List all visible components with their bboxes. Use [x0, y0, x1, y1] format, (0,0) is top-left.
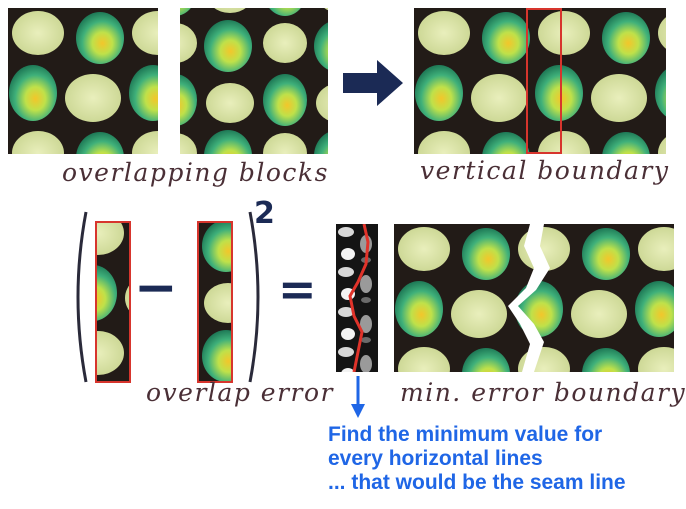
note-line-1: Find the minimum value for: [328, 423, 603, 446]
min-error-boundary-texture: [394, 224, 674, 372]
vertical-boundary-texture: [414, 8, 666, 154]
minus-sign: −: [134, 258, 178, 318]
texture-block-right: [180, 8, 328, 154]
down-arrow-icon: [348, 376, 368, 420]
texture-block-left: [8, 8, 158, 154]
exponent-two: 2: [254, 196, 275, 231]
equals-sign: =: [278, 262, 317, 316]
min-error-boundary-label: min. error boundary: [400, 378, 686, 407]
right-arrow-icon: [343, 60, 405, 106]
vertical-boundary-label: vertical boundary: [420, 156, 670, 185]
note-line-3: ... that would be the seam line: [328, 471, 626, 494]
seam-note: Find the minimum value for every horizon…: [328, 423, 626, 495]
overlap-error-equation: [68, 208, 268, 386]
error-surface-image: [336, 224, 378, 372]
overlap-error-label: overlap error: [146, 378, 334, 407]
note-line-2: every horizontal lines: [328, 447, 543, 470]
overlapping-blocks-label: overlapping blocks: [62, 158, 329, 187]
